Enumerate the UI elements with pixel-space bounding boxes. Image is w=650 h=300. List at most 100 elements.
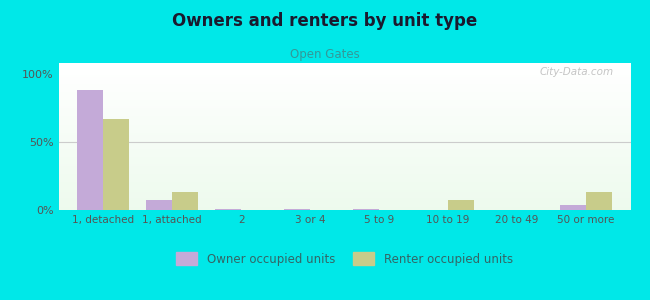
Bar xyxy=(58,160,630,161)
Bar xyxy=(58,127,630,128)
Bar xyxy=(58,203,630,204)
Bar xyxy=(58,76,630,77)
Bar xyxy=(58,174,630,175)
Bar xyxy=(58,165,630,166)
Bar xyxy=(58,88,630,89)
Bar xyxy=(58,135,630,136)
Bar xyxy=(58,121,630,122)
Bar xyxy=(58,69,630,70)
Bar xyxy=(58,99,630,100)
Bar xyxy=(58,197,630,198)
Bar xyxy=(58,98,630,99)
Bar xyxy=(58,148,630,149)
Bar xyxy=(58,194,630,195)
Bar xyxy=(58,162,630,163)
Bar xyxy=(58,184,630,185)
Bar xyxy=(146,200,172,210)
Bar xyxy=(58,94,630,95)
Bar xyxy=(58,100,630,101)
Bar xyxy=(58,64,630,65)
Bar xyxy=(58,192,630,193)
Bar xyxy=(58,109,630,110)
Legend: Owner occupied units, Renter occupied units: Owner occupied units, Renter occupied un… xyxy=(172,248,517,270)
Bar xyxy=(58,137,630,138)
Bar xyxy=(58,208,630,209)
Bar xyxy=(58,116,630,117)
Bar xyxy=(58,173,630,174)
Bar xyxy=(58,167,630,168)
Bar xyxy=(58,122,630,123)
Bar xyxy=(58,153,630,154)
Bar xyxy=(58,202,630,203)
Bar xyxy=(58,102,630,103)
Bar xyxy=(58,141,630,142)
Bar xyxy=(58,191,630,192)
Bar xyxy=(58,133,630,134)
Bar xyxy=(58,193,630,194)
Bar xyxy=(58,71,630,72)
Bar xyxy=(58,95,630,96)
Bar xyxy=(58,204,630,205)
Bar xyxy=(58,128,630,129)
Bar xyxy=(58,196,630,197)
Bar xyxy=(58,108,630,109)
Bar xyxy=(58,206,630,207)
Bar xyxy=(58,159,630,160)
Bar xyxy=(58,96,630,97)
Bar xyxy=(58,130,630,131)
Text: Open Gates: Open Gates xyxy=(290,48,360,61)
Bar xyxy=(58,149,630,150)
Bar xyxy=(58,176,630,177)
Bar xyxy=(58,150,630,151)
Bar xyxy=(58,110,630,111)
Bar xyxy=(58,67,630,68)
Bar xyxy=(58,107,630,108)
Bar xyxy=(58,115,630,116)
Bar xyxy=(58,163,630,164)
Bar xyxy=(58,134,630,135)
Bar xyxy=(58,77,630,78)
Bar xyxy=(58,185,630,186)
Bar xyxy=(58,144,630,145)
Bar xyxy=(58,182,630,183)
Bar xyxy=(58,164,630,165)
Bar xyxy=(58,155,630,156)
Text: Owners and renters by unit type: Owners and renters by unit type xyxy=(172,12,478,30)
Bar xyxy=(58,65,630,66)
Bar xyxy=(58,114,630,115)
Bar xyxy=(215,209,241,210)
Bar xyxy=(58,170,630,171)
Bar xyxy=(58,147,630,148)
Bar xyxy=(103,119,129,210)
Bar xyxy=(58,111,630,112)
Bar xyxy=(58,199,630,200)
Bar xyxy=(58,85,630,86)
Bar xyxy=(58,189,630,190)
Bar xyxy=(58,63,630,64)
Bar xyxy=(58,103,630,104)
Bar xyxy=(58,190,630,191)
Bar xyxy=(58,131,630,132)
Bar xyxy=(58,205,630,206)
Bar xyxy=(58,181,630,182)
Bar xyxy=(58,139,630,140)
Bar xyxy=(58,168,630,169)
Bar xyxy=(58,73,630,74)
Bar xyxy=(58,178,630,179)
Bar xyxy=(58,138,630,139)
Bar xyxy=(58,129,630,130)
Bar xyxy=(58,87,630,88)
Bar xyxy=(58,101,630,102)
Bar xyxy=(58,104,630,105)
Bar xyxy=(58,146,630,147)
Bar xyxy=(58,74,630,75)
Bar xyxy=(58,136,630,137)
Bar xyxy=(58,198,630,199)
Bar xyxy=(58,195,630,196)
Bar xyxy=(58,112,630,113)
Bar xyxy=(58,145,630,146)
Bar xyxy=(58,172,630,173)
Bar xyxy=(58,209,630,210)
Bar xyxy=(58,161,630,162)
Bar xyxy=(58,186,630,187)
